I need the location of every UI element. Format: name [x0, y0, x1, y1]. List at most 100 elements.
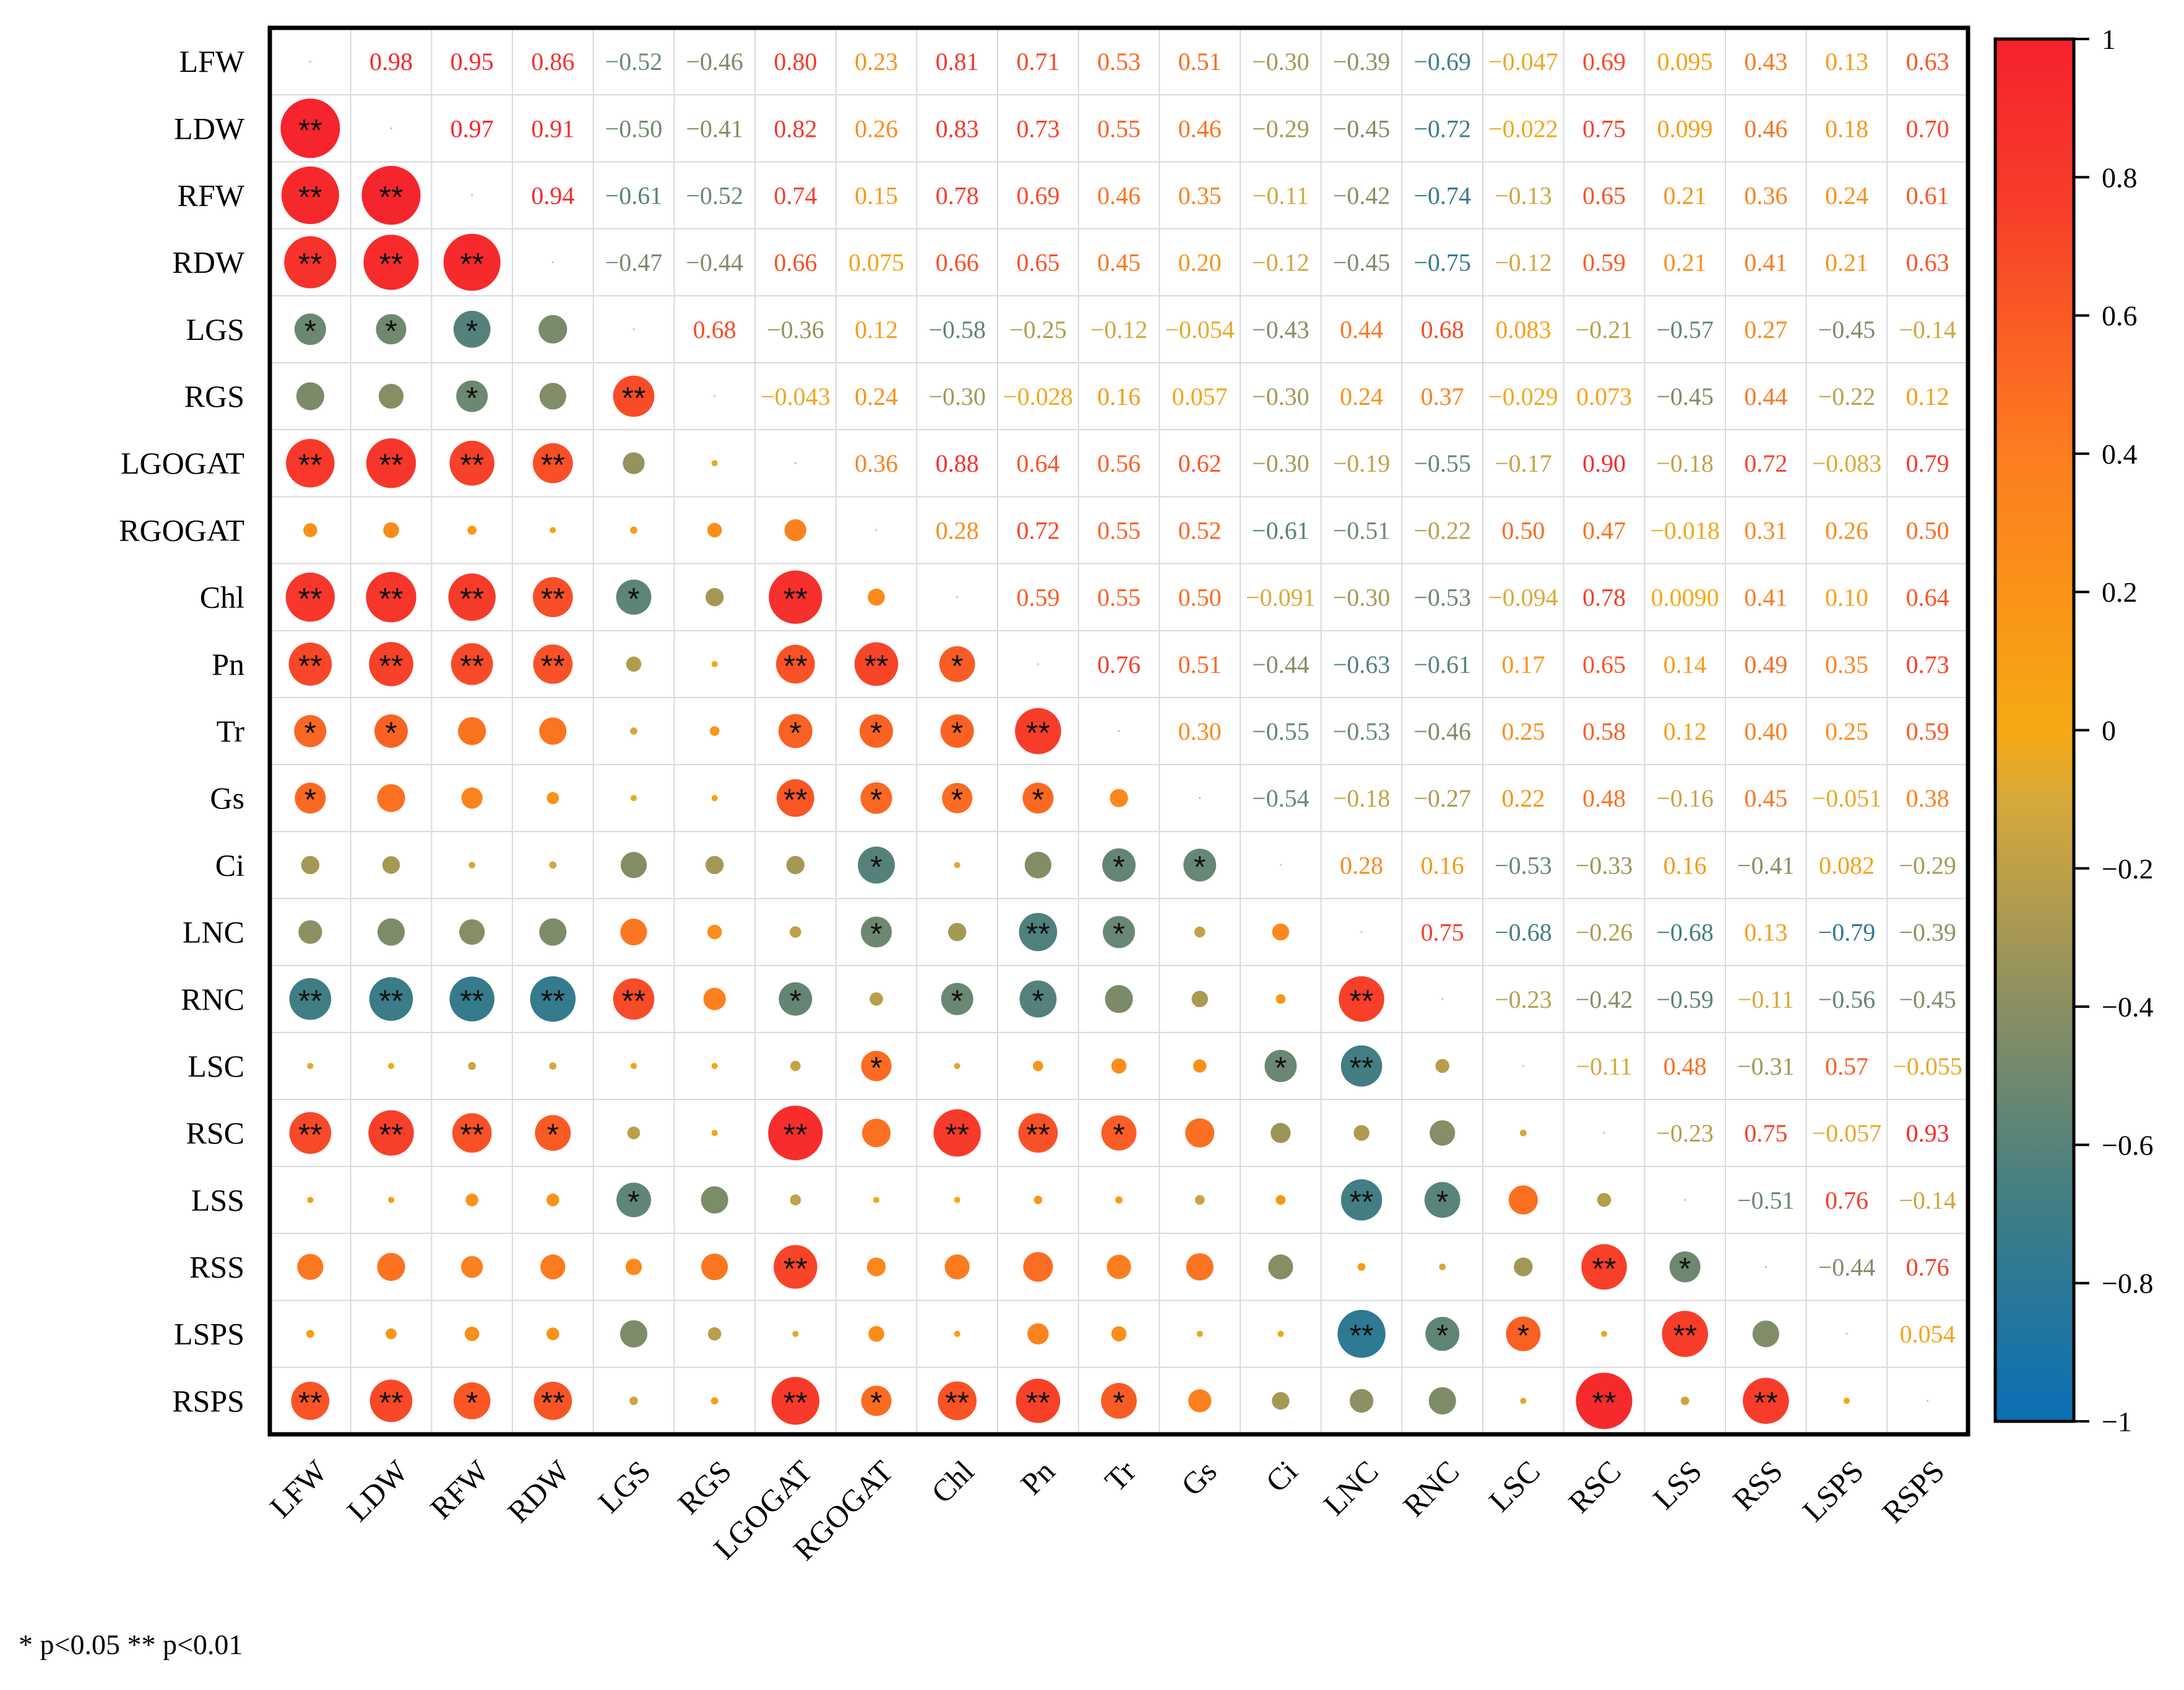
- colorbar-tick-label: −0.4: [2102, 991, 2153, 1023]
- significance-mark: *: [304, 716, 316, 750]
- coef-label: 0.50: [1178, 584, 1222, 612]
- significance-mark: **: [298, 582, 322, 617]
- coef-label: 0.18: [1825, 115, 1868, 142]
- significance-mark: **: [1026, 917, 1050, 951]
- coef-label: 0.79: [1906, 449, 1949, 477]
- y-tick-label: LGS: [186, 312, 244, 347]
- coef-label: −0.52: [686, 181, 743, 209]
- coef-circle: [449, 440, 494, 486]
- coef-label: 0.73: [1906, 651, 1949, 678]
- coef-label: 0.28: [1340, 851, 1383, 879]
- x-tick-label: RSPS: [1875, 1454, 1951, 1529]
- coef-label: 0.13: [1744, 919, 1787, 947]
- y-tick-label: LSS: [191, 1182, 244, 1217]
- coef-label: 0.52: [1178, 516, 1222, 544]
- significance-mark: *: [870, 716, 882, 750]
- diagonal-dot: [1603, 1132, 1605, 1134]
- coef-circle: [291, 1382, 330, 1420]
- coef-label: 0.75: [1421, 919, 1464, 947]
- diagonal-dot: [1441, 998, 1444, 1000]
- coef-label: 0.53: [1097, 48, 1141, 76]
- coef-label: 0.25: [1825, 717, 1868, 745]
- coef-circle: [623, 452, 645, 474]
- coef-circle: [377, 1252, 405, 1281]
- coef-circle: [779, 982, 813, 1016]
- coef-label: 0.17: [1501, 651, 1545, 678]
- coef-circle: [1353, 1125, 1370, 1141]
- y-tick-label: LNC: [183, 915, 244, 950]
- coef-circle: [546, 1194, 559, 1207]
- x-tick-label: LSS: [1646, 1454, 1709, 1516]
- significance-mark: **: [298, 247, 322, 282]
- coef-label: 0.44: [1744, 383, 1787, 410]
- coef-label: −0.25: [1009, 316, 1067, 344]
- coef-circle: [307, 1062, 314, 1069]
- coef-circle: [539, 918, 567, 946]
- y-tick-label: RNC: [181, 982, 244, 1016]
- coef-label: −0.61: [1252, 516, 1310, 544]
- coef-label: 0.61: [1906, 181, 1949, 209]
- coef-label: −0.44: [1252, 651, 1310, 678]
- significance-mark: **: [298, 984, 322, 1018]
- significance-mark: **: [298, 1117, 322, 1152]
- significance-mark: **: [460, 247, 484, 282]
- coef-label: 0.47: [1582, 516, 1626, 544]
- diagonal-dot: [390, 127, 392, 129]
- coef-label: 0.72: [1744, 449, 1787, 477]
- coef-label: 0.083: [1495, 316, 1551, 344]
- coef-label: −0.75: [1414, 249, 1471, 277]
- significance-mark: *: [951, 716, 963, 750]
- coef-label: −0.45: [1333, 249, 1391, 277]
- coef-label: −0.68: [1495, 919, 1552, 947]
- coef-circle: [363, 235, 419, 290]
- coef-label: −0.55: [1414, 449, 1471, 477]
- coef-label: 0.73: [1016, 115, 1060, 142]
- coef-label: 0.64: [1016, 449, 1060, 477]
- coef-circle: [467, 526, 477, 535]
- significance-mark: **: [541, 448, 565, 482]
- coef-circle: [1102, 848, 1136, 882]
- significance-mark: **: [298, 1385, 322, 1420]
- significance-mark: *: [1032, 984, 1044, 1018]
- coef-circle: [1015, 708, 1061, 755]
- coef-circle: [1680, 1397, 1690, 1405]
- y-tick-label: LFW: [179, 44, 244, 79]
- coef-circle: [1103, 916, 1135, 948]
- coef-circle: [452, 1113, 492, 1153]
- coef-label: 0.51: [1178, 651, 1222, 678]
- significance-mark: **: [541, 984, 565, 1018]
- significance-mark: **: [460, 1117, 484, 1152]
- coef-label: −0.44: [686, 249, 743, 277]
- x-tick-label: LGS: [591, 1454, 657, 1519]
- coef-label: 0.38: [1906, 784, 1949, 812]
- coef-circle: [1019, 912, 1058, 951]
- coef-label: 0.62: [1178, 449, 1222, 477]
- coef-circle: [954, 862, 960, 869]
- coef-circle: [1337, 1310, 1386, 1358]
- coef-circle: [361, 165, 421, 225]
- coef-circle: [532, 577, 573, 617]
- coef-label: 0.30: [1178, 717, 1222, 745]
- significance-footnote: * p<0.05 ** p<0.01: [19, 1629, 243, 1660]
- y-tick-label: LSPS: [174, 1317, 244, 1351]
- coef-label: 0.073: [1576, 383, 1632, 410]
- coef-circle: [1018, 1113, 1058, 1153]
- coef-circle: [294, 313, 326, 345]
- coef-circle: [707, 1327, 722, 1341]
- coef-circle: [711, 460, 718, 467]
- coef-circle: [386, 1328, 397, 1340]
- grid-lines: [270, 28, 1968, 1434]
- colorbar-tick-label: 0.6: [2102, 300, 2138, 332]
- y-tick-label: LSC: [188, 1049, 244, 1083]
- coef-circle: [866, 1257, 886, 1276]
- significance-mark: *: [951, 984, 963, 1018]
- coef-label: −0.17: [1495, 449, 1552, 477]
- colorbar-tick-label: 0: [2102, 715, 2116, 747]
- coef-circle: [532, 443, 573, 483]
- coef-circle: [711, 795, 718, 802]
- coef-label: 0.75: [1582, 115, 1626, 142]
- significance-mark: *: [1275, 1051, 1287, 1085]
- significance-mark: **: [783, 1385, 808, 1420]
- coef-label: −0.72: [1414, 115, 1471, 142]
- coef-circle: [288, 643, 332, 686]
